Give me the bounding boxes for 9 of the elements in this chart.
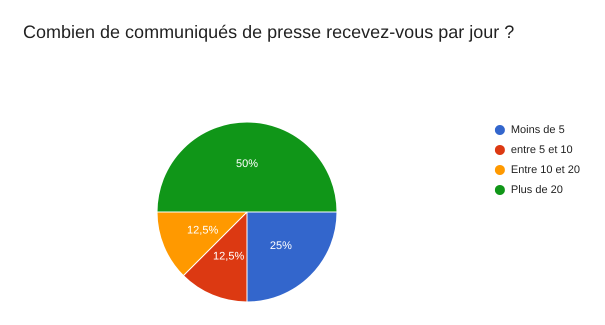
legend-label: Entre 10 et 20 xyxy=(510,164,580,176)
legend-label: entre 5 et 10 xyxy=(510,144,573,156)
data-label: 12,5% xyxy=(187,224,218,236)
data-label: 50% xyxy=(236,158,258,170)
chart-title: Combien de communiqués de presse recevez-vous par jour ? xyxy=(23,22,514,42)
data-label: 25% xyxy=(270,240,292,252)
legend-label: Plus de 20 xyxy=(510,184,563,196)
data-label: 12,5% xyxy=(213,250,244,262)
legend-label: Moins de 5 xyxy=(510,124,565,136)
